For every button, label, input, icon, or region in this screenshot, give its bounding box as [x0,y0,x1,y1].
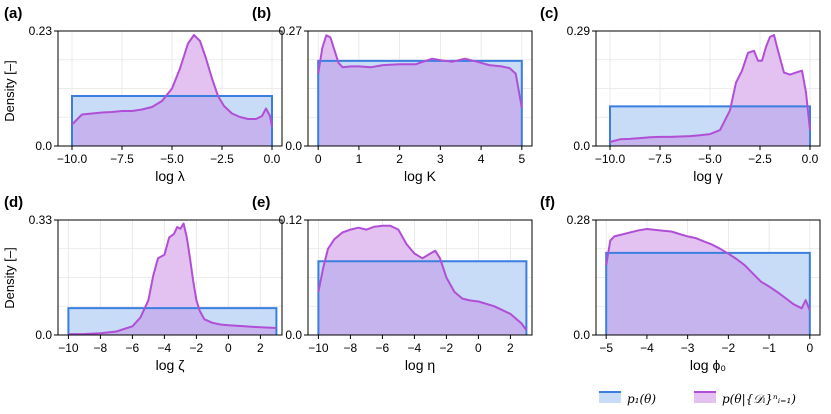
x-tick-label: −3 [681,341,695,355]
y-tick-label: 0.0 [573,139,590,153]
x-tick-label: −4 [640,341,654,355]
plot-frame [57,30,283,147]
x-tick-label: 0 [475,341,482,355]
plot-frame [595,30,821,147]
x-axis-label: log K [404,168,437,184]
y-tick-label: 0.28 [567,213,591,227]
x-tick-label: −1 [762,341,776,355]
x-tick-label: −6 [126,341,140,355]
x-tick-label: 2 [257,341,264,355]
overlap-fill [610,106,810,146]
plot-frame [307,30,533,147]
y-tick-label: 0.12 [279,213,303,227]
x-tick-label: 2 [507,341,514,355]
x-tick-label: −2.5 [210,152,234,166]
x-tick-label: −4 [408,341,422,355]
x-tick-label: −4 [158,341,172,355]
prior-line [67,307,278,335]
x-tick-label: −2 [440,341,454,355]
x-axis-label: log ζ [156,357,185,373]
posterior-line [71,34,273,128]
overlap-fill [318,60,522,146]
legend-prior-swatch [599,392,621,403]
panel-label: (d) [4,194,23,211]
plot-frame [595,219,821,336]
panel-label: (e) [252,194,270,211]
panel-label: (c) [540,5,558,22]
x-axis-label: log γ [693,168,723,184]
x-tick-label: −10 [308,341,329,355]
y-tick-label: 0.0 [285,328,302,342]
panel-c: −10.0 −7.5 −5.0 −2.5 0.0 0.0 0.29 log γ (c) [540,5,821,184]
posterior-line [317,34,523,108]
legend-posterior-label: p(θ|{𝒟ᵢ}ⁿᵢ₌₁) [722,392,796,406]
x-tick-label: −8 [344,341,358,355]
x-tick-label: 0 [806,341,813,355]
panel-d: −10 −8 −6 −4 −2 0 2 0.0 0.33 log ζ (d) [4,194,283,373]
y-tick-label: 0.23 [29,24,53,38]
y-tick-label: 0.0 [285,139,302,153]
posterior-line [605,228,811,311]
prior-line [71,95,273,146]
posterior-line [609,34,811,143]
panel-b: 0 1 2 3 4 5 0.0 0.27 log K (b) [252,5,533,184]
x-tick-label: 0 [315,152,322,166]
x-tick-label: −2 [722,341,736,355]
panel-label: (b) [252,5,271,22]
x-tick-label: −8 [94,341,108,355]
overlap-fill [68,308,277,335]
x-tick-label: 0 [225,341,232,355]
x-tick-label: −5.0 [160,152,184,166]
legend-prior-label: p₁(θ) [627,392,656,406]
y-tick-label: 0.29 [567,24,591,38]
x-axis-label: log λ [155,168,185,184]
legend: p₁(θ) p(θ|{𝒟ᵢ}ⁿᵢ₌₁) [599,391,796,406]
prior-line [317,260,528,335]
x-tick-label: −5 [599,341,613,355]
legend-posterior-swatch [694,392,716,403]
x-tick-label: 5 [518,152,525,166]
x-axis-label: log ϕ₀ [690,357,726,373]
x-tick-label: −6 [376,341,390,355]
overlap-fill [606,252,810,335]
y-tick-label: 0.0 [35,328,52,342]
x-tick-label: −10.0 [57,152,88,166]
x-tick-label: 3 [437,152,444,166]
overlap-fill [72,96,272,146]
overlap-fill [318,261,527,335]
x-axis-label: log η [405,357,435,373]
plot-frame [307,219,533,336]
y-tick-label: 0.33 [29,213,53,227]
x-tick-label: −2.5 [748,152,772,166]
plot-frame [57,219,283,336]
panel-label: (a) [4,5,22,22]
ylabel-row-1: Density [–] [2,60,17,121]
panel-a: −10.0 −7.5 −5.0 −2.5 0.0 0.0 0.23 log λ (a) [4,5,283,184]
x-tick-label: −10 [58,341,79,355]
prior-line [605,251,811,335]
posterior-line [317,224,528,331]
y-tick-label: 0.0 [35,139,52,153]
x-tick-label: −7.5 [110,152,134,166]
x-tick-label: −2 [190,341,204,355]
ylabel-row-2: Density [–] [2,247,17,308]
x-tick-label: −5.0 [698,152,722,166]
y-tick-label: 0.27 [279,24,303,38]
x-tick-label: −10.0 [595,152,626,166]
posterior-fill [68,223,277,335]
x-tick-label: 0.0 [802,152,819,166]
x-tick-label: 1 [356,152,363,166]
panel-e: −10 −8 −6 −4 −2 0 2 0.0 0.12 log η (e) [252,194,533,373]
posterior-line [68,222,277,336]
panel-label: (f) [540,194,555,211]
x-tick-label: −7.5 [648,152,672,166]
panel-f: −5 −4 −3 −2 −1 0 0.0 0.28 log ϕ₀ (f) [540,194,821,373]
x-tick-label: 2 [396,152,403,166]
x-tick-label: 0.0 [264,152,281,166]
y-tick-label: 0.0 [573,328,590,342]
x-tick-label: 4 [478,152,485,166]
